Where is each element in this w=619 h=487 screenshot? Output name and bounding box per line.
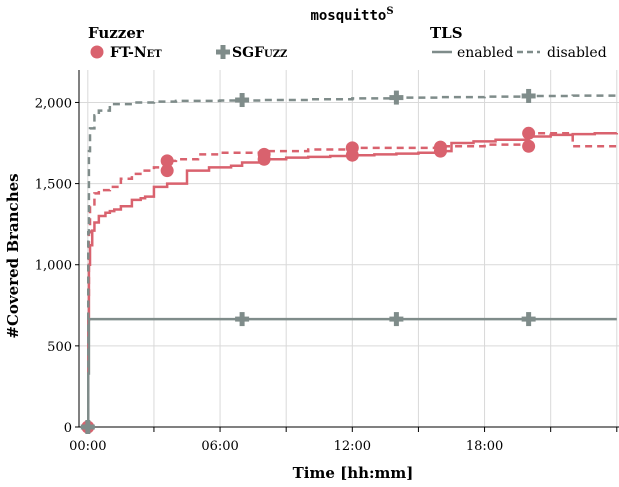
y-tick-label: 2,000 [35, 96, 72, 111]
legend-sgfuzz-label: SGFuzz [232, 45, 287, 61]
plus-bar-v [526, 88, 532, 103]
chart-title-superscript: S [386, 6, 393, 17]
plus-bar-v [393, 312, 399, 327]
legend-tls-title: TLS [430, 24, 463, 42]
legend-sgfuzz-marker [216, 45, 230, 59]
legend: Fuzzer FT-Net SGFuzz TLS enabled disable… [88, 24, 607, 61]
data-point-plus [235, 93, 250, 108]
series-line-sgfuzz-disabled [87, 94, 619, 429]
legend-ftnet-label: FT-Net [110, 45, 162, 61]
y-tick-label: 0 [64, 421, 72, 436]
plus-bar-v [526, 312, 532, 327]
data-point-circle [160, 164, 174, 178]
plus-bar-v [239, 93, 245, 108]
y-tick-label: 1,000 [35, 259, 72, 274]
data-point-plus [80, 420, 95, 434]
plus-bar-v [393, 90, 399, 105]
data-point-plus [521, 88, 536, 103]
data-point-circle [160, 154, 174, 168]
data-point-circle [522, 126, 536, 140]
data-point-plus [389, 312, 404, 327]
x-axis-title: Time [hh:mm] [293, 464, 414, 482]
plus-bar-v [85, 420, 91, 434]
legend-fuzzer-title: Fuzzer [88, 24, 145, 42]
data-point-circle [522, 139, 536, 153]
x-tick-label: 18:00 [466, 439, 503, 454]
legend-enabled-label: enabled [457, 45, 513, 61]
series-layer [87, 94, 619, 429]
series-line-ftnet-disabled [87, 132, 617, 429]
y-tick-label: 1,500 [35, 178, 72, 193]
gridlines [79, 70, 619, 427]
axes: 0 500 1,000 1,500 2,000 00:00 06:00 12:00 18:00 [35, 70, 619, 454]
data-point-circle [345, 141, 359, 155]
y-axis-title: #Covered Branches [4, 173, 22, 338]
data-point-plus [235, 312, 250, 327]
plus-bar-v [239, 312, 245, 327]
x-tick-label: 12:00 [334, 439, 371, 454]
data-point-plus [521, 312, 536, 327]
chart-title: mosquittoS [310, 6, 393, 24]
y-tick-label: 500 [47, 340, 72, 355]
x-tick-label: 06:00 [201, 439, 238, 454]
data-point-circle [257, 147, 271, 161]
data-point-circle [433, 140, 447, 154]
x-tick-label: 00:00 [69, 439, 106, 454]
markers-layer [80, 88, 536, 434]
legend-ftnet-marker [90, 45, 104, 59]
legend-disabled-label: disabled [547, 45, 607, 61]
series-line-ftnet-enabled [87, 132, 619, 429]
data-point-plus [389, 90, 404, 105]
